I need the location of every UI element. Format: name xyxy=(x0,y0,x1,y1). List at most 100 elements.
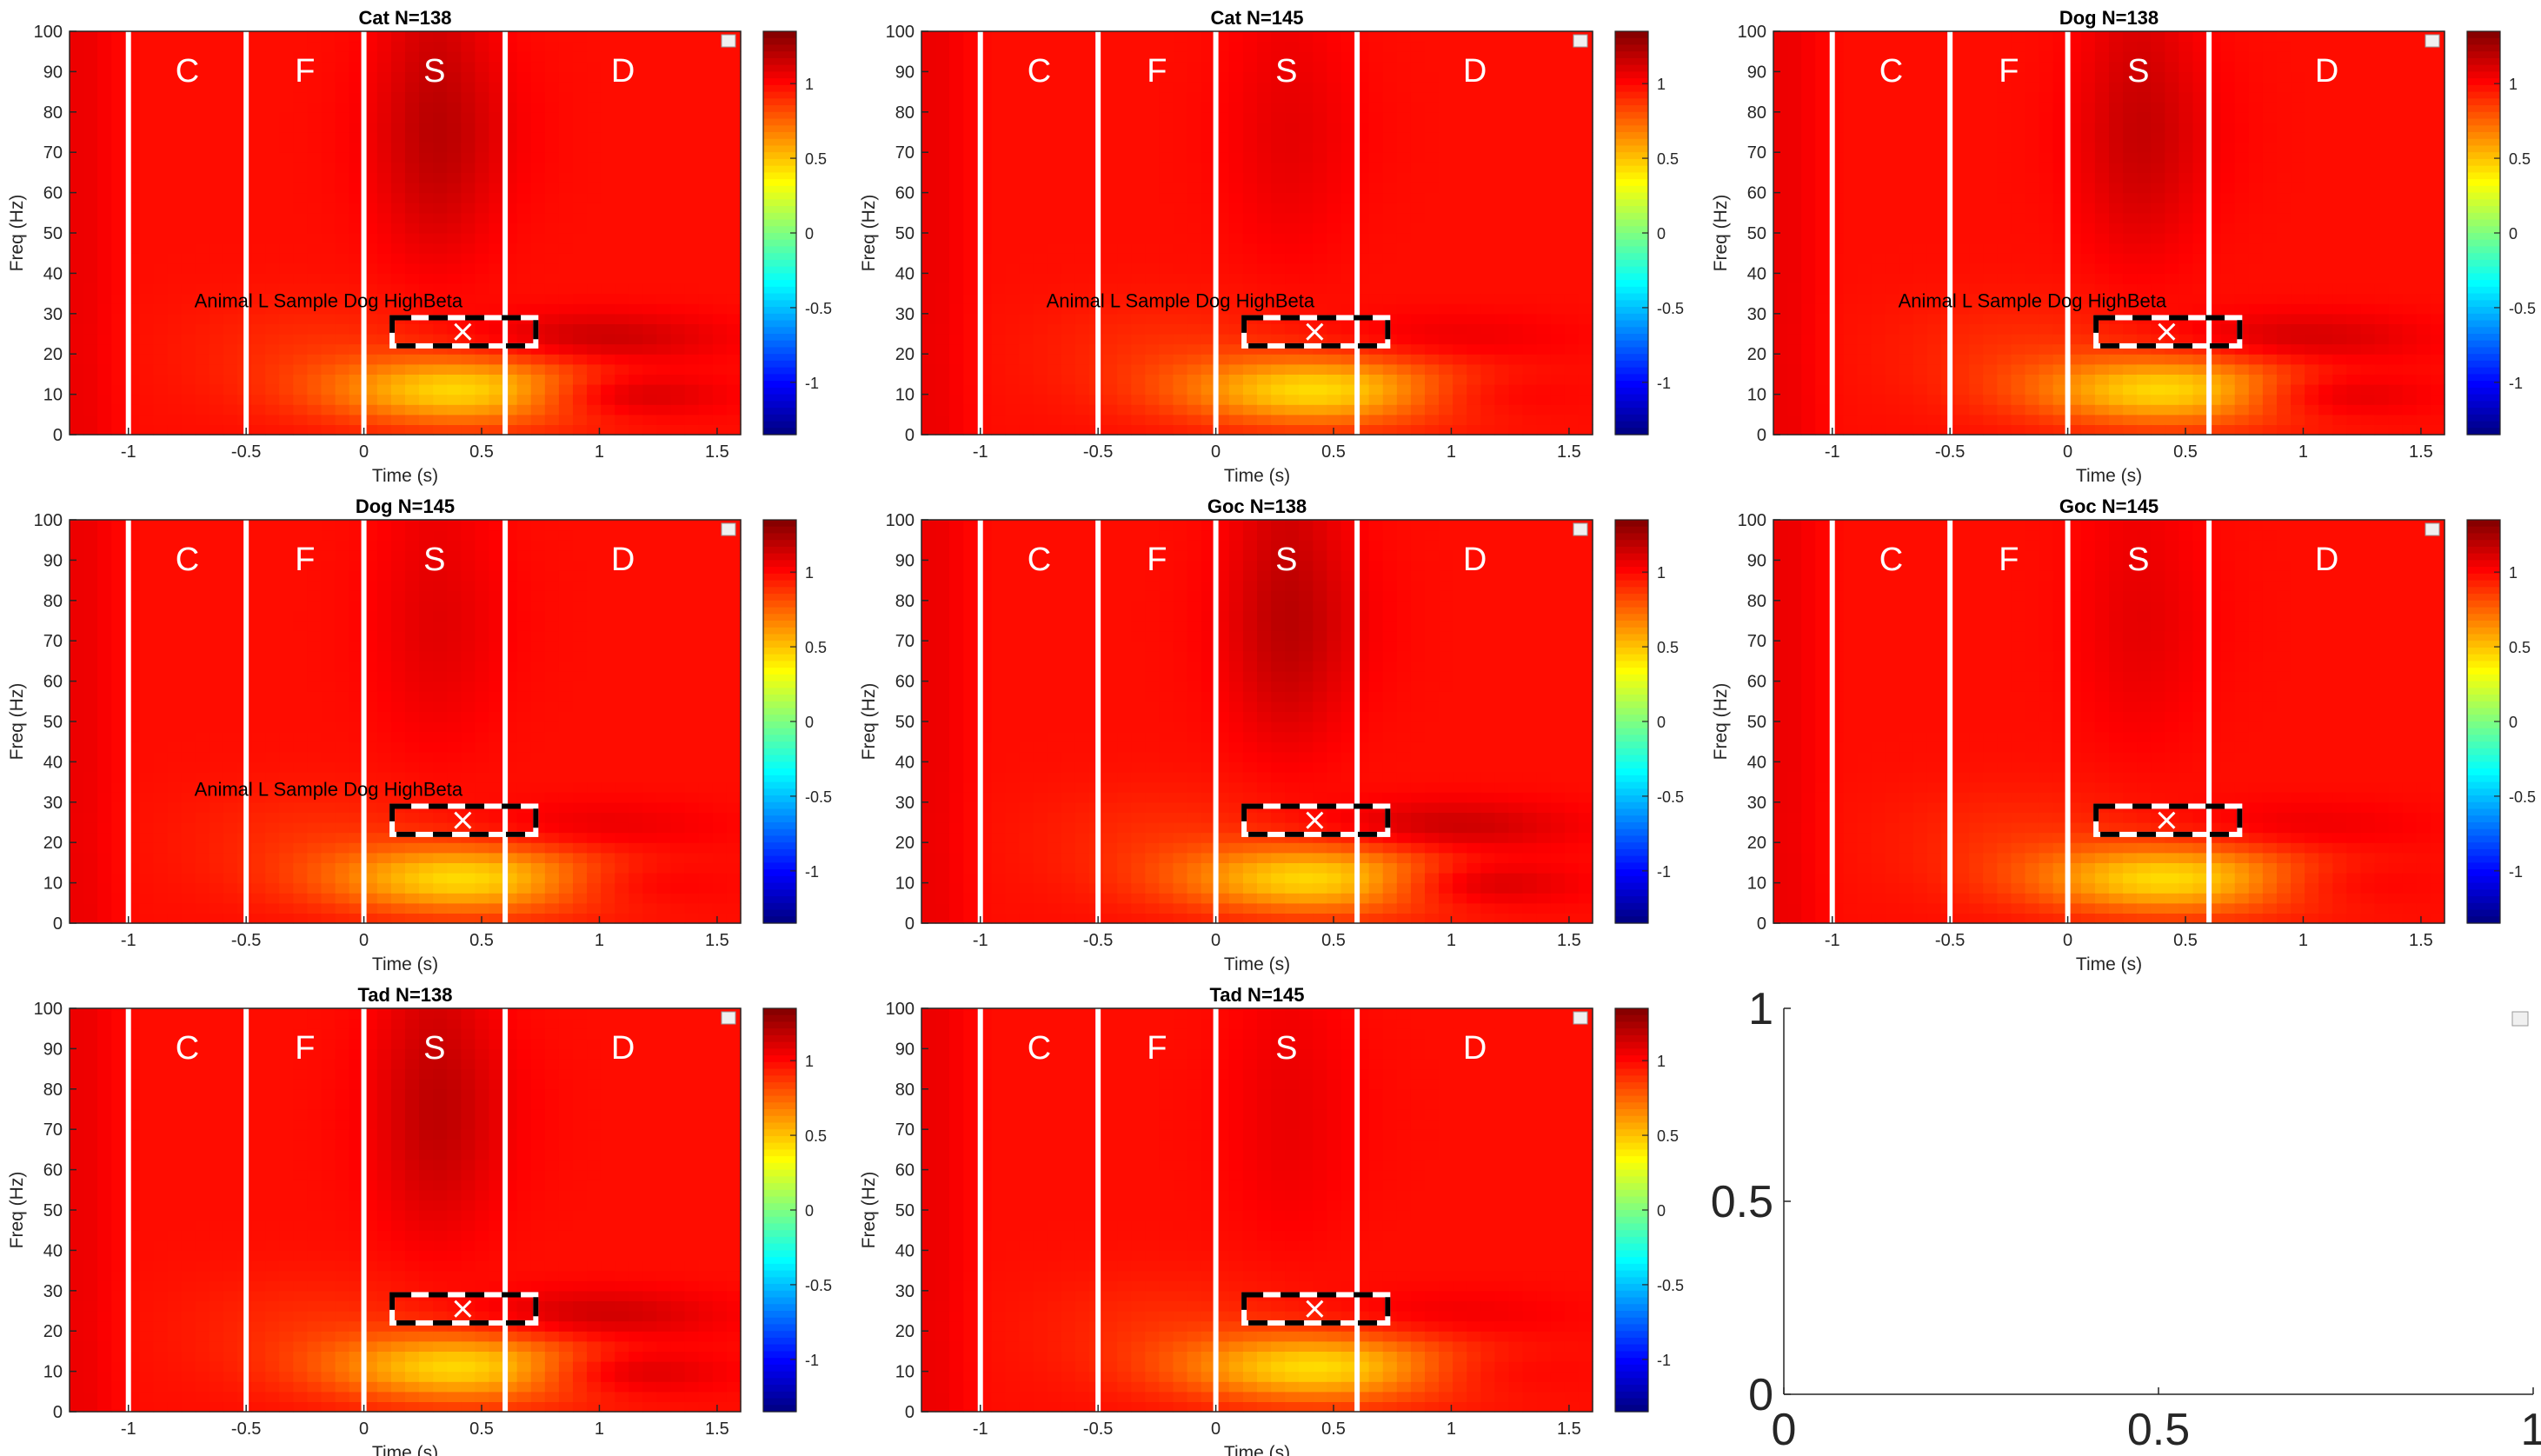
heatmap-cell xyxy=(322,31,336,42)
heatmap-cell xyxy=(70,193,84,203)
heatmap-cell xyxy=(1383,71,1398,82)
heatmap-cell xyxy=(83,253,98,263)
colorbar-step xyxy=(1615,408,1648,415)
heatmap-cell xyxy=(1815,152,1830,163)
heatmap-cell xyxy=(70,122,84,132)
heatmap-cell xyxy=(154,364,169,375)
heatmap-cell xyxy=(2011,102,2025,112)
heatmap-cell xyxy=(727,303,742,314)
heatmap-cell xyxy=(1006,31,1021,42)
heatmap-cell xyxy=(1523,82,1538,92)
heatmap-cell xyxy=(1327,213,1341,223)
heatmap-cell xyxy=(642,183,657,193)
heatmap-cell xyxy=(154,294,169,304)
heatmap-cell xyxy=(1341,152,1356,163)
heatmap-cell xyxy=(1565,183,1580,193)
heatmap-cell xyxy=(1425,143,1440,153)
heatmap-cell xyxy=(629,112,643,123)
heatmap-cell xyxy=(1369,334,1384,344)
heatmap-cell xyxy=(1383,384,1398,395)
heatmap-cell xyxy=(1480,263,1495,274)
heatmap-cell xyxy=(1815,334,1830,344)
heatmap-cell xyxy=(1843,334,1858,344)
heatmap-cell xyxy=(1299,122,1314,132)
heatmap-cell xyxy=(475,395,489,405)
heatmap-cell xyxy=(1187,223,1202,233)
heatmap-cell xyxy=(1425,42,1440,52)
heatmap-cell xyxy=(1955,172,1970,183)
heatmap-cell xyxy=(713,323,728,334)
heatmap-cell xyxy=(991,213,1006,223)
heatmap-cell xyxy=(1565,253,1580,263)
heatmap-cell xyxy=(573,233,588,243)
heatmap-cell xyxy=(1299,132,1314,143)
heatmap-cell xyxy=(168,263,183,274)
heatmap-cell xyxy=(1997,193,2012,203)
heatmap-cell xyxy=(1313,273,1327,283)
colorbar-step xyxy=(763,172,796,179)
colorbar-step xyxy=(763,260,796,267)
heatmap-cell xyxy=(322,122,336,132)
heatmap-cell xyxy=(587,203,602,213)
heatmap-cell xyxy=(1480,354,1495,364)
heatmap-cell xyxy=(1299,384,1314,395)
heatmap-cell xyxy=(139,82,154,92)
heatmap-cell xyxy=(1159,132,1174,143)
heatmap-cell xyxy=(1439,213,1453,223)
heatmap-cell xyxy=(1787,243,1802,254)
heatmap-cell xyxy=(1899,152,1914,163)
heatmap-cell xyxy=(1899,92,1914,103)
heatmap-cell xyxy=(168,163,183,173)
heatmap-cell xyxy=(1815,112,1830,123)
heatmap-cell xyxy=(322,374,336,384)
heatmap-cell xyxy=(629,152,643,163)
heatmap-cell xyxy=(1299,71,1314,82)
heatmap-cell xyxy=(1411,263,1426,274)
heatmap-cell xyxy=(601,183,615,193)
heatmap-cell xyxy=(1439,82,1453,92)
heatmap-cell xyxy=(685,152,700,163)
colorbar-step xyxy=(763,105,796,112)
heatmap-cell xyxy=(657,42,672,52)
heatmap-cell xyxy=(1899,243,1914,254)
heatmap-cell xyxy=(1299,172,1314,183)
heatmap-cell xyxy=(1257,233,1272,243)
heatmap-cell xyxy=(1006,253,1021,263)
heatmap-cell xyxy=(1815,203,1830,213)
heatmap-cell xyxy=(97,213,112,223)
heatmap-cell xyxy=(433,152,448,163)
heatmap-cell xyxy=(489,404,504,415)
heatmap-cell xyxy=(949,273,964,283)
heatmap-cell xyxy=(1969,374,1984,384)
heatmap-cell xyxy=(1467,273,1481,283)
heatmap-cell xyxy=(573,243,588,254)
heatmap-cell xyxy=(699,223,714,233)
heatmap-cell xyxy=(1913,364,1928,375)
heatmap-cell xyxy=(97,112,112,123)
heatmap-cell xyxy=(559,172,574,183)
heatmap-cell xyxy=(1913,374,1928,384)
heatmap-cell xyxy=(1145,364,1160,375)
heatmap-cell xyxy=(642,263,657,274)
colorbar: 10.50-0.5-1 xyxy=(1615,31,1684,435)
heatmap-cell xyxy=(1480,42,1495,52)
heatmap-cell xyxy=(461,132,476,143)
heatmap-cell xyxy=(1075,395,1090,405)
heatmap-cell xyxy=(1537,102,1552,112)
heatmap-cell xyxy=(642,283,657,294)
heatmap-cell xyxy=(1913,344,1928,355)
heatmap-cell xyxy=(657,223,672,233)
heatmap-cell xyxy=(322,132,336,143)
axes-toolbar-button[interactable] xyxy=(1573,35,1587,47)
heatmap-cell xyxy=(1034,354,1048,364)
colorbar-step xyxy=(1615,334,1648,341)
heatmap-cell xyxy=(615,42,629,52)
axes-toolbar-button[interactable] xyxy=(722,35,735,47)
heatmap-cell xyxy=(573,424,588,435)
heatmap-cell xyxy=(154,31,169,42)
heatmap-cell xyxy=(1048,334,1062,344)
heatmap-cell xyxy=(2025,273,2040,283)
heatmap-cell xyxy=(1006,424,1021,435)
heatmap-cell xyxy=(210,243,224,254)
heatmap-cell xyxy=(1843,314,1858,324)
